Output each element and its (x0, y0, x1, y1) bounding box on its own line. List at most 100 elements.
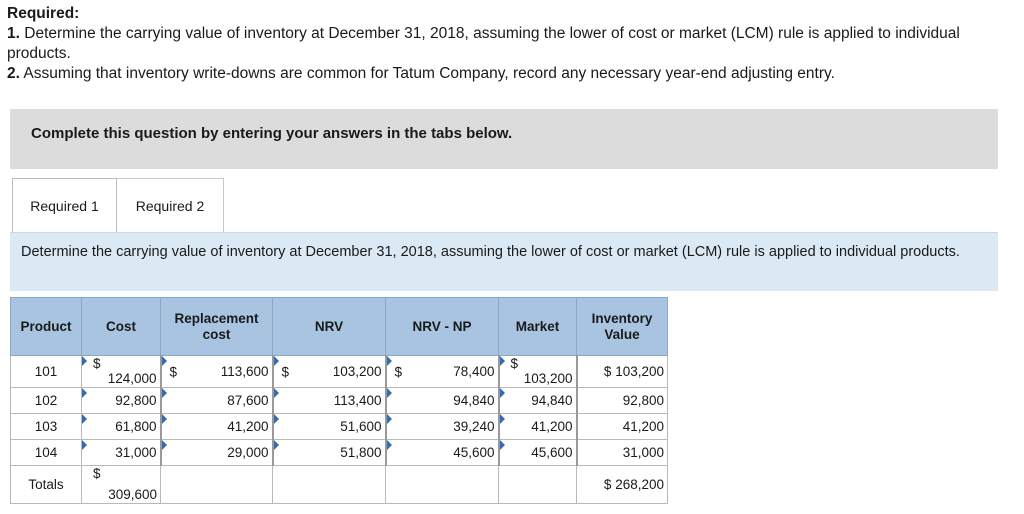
required-item-1: 1. Determine the carrying value of inven… (7, 25, 960, 62)
product-cell: 104 (10, 439, 82, 466)
cost-value: 92,800 (115, 393, 157, 408)
market-input[interactable]: $ 103,200 (498, 355, 578, 388)
currency-symbol: $ (93, 356, 101, 371)
nrv-np-input[interactable]: $ 78,400 (385, 355, 500, 388)
table-header-row: Product Cost Replacement cost NRV NRV - … (10, 297, 668, 356)
replacement-input[interactable]: 87,600 (160, 387, 274, 414)
currency-symbol: $ (394, 364, 403, 379)
product-cell: 101 (10, 355, 82, 388)
header-nrv: NRV (272, 297, 386, 356)
input-flag-icon (386, 356, 392, 366)
input-flag-icon (499, 414, 505, 424)
table-row: 101 $ 124,000 $ 113,600 $ 103,200 $ 78,4… (10, 355, 668, 388)
input-flag-icon (161, 414, 167, 424)
input-flag-icon (82, 440, 87, 450)
inventory-value: 103,200 (615, 364, 664, 379)
cost-input[interactable]: 92,800 (81, 387, 162, 414)
empty-cell (385, 465, 499, 504)
market-input[interactable]: 94,840 (498, 387, 578, 414)
nrv-input[interactable]: 51,600 (272, 413, 387, 440)
replacement-input[interactable]: 29,000 (160, 439, 274, 466)
input-flag-icon (273, 356, 279, 366)
cost-input[interactable]: 31,000 (81, 439, 162, 466)
nrv-np-value: 78,400 (453, 363, 495, 379)
empty-cell (160, 465, 273, 504)
market-input[interactable]: 45,600 (498, 439, 578, 466)
tab-required-2[interactable]: Required 2 (117, 178, 224, 232)
total-inventory-value: 268,200 (615, 477, 664, 492)
totals-row: Totals $ 309,600 $ 268,200 (10, 465, 668, 504)
header-replacement-cost: Replacement cost (160, 297, 273, 356)
replacement-value: 87,600 (227, 393, 269, 408)
currency-symbol: $ (169, 364, 178, 379)
header-product: Product (10, 297, 82, 356)
header-market: Market (498, 297, 577, 356)
nrv-input[interactable]: 51,800 (272, 439, 387, 466)
market-value: 103,200 (523, 371, 573, 386)
input-flag-icon (386, 388, 392, 398)
inventory-value-cell: 92,800 (576, 387, 668, 414)
instruction-banner: Complete this question by entering your … (10, 109, 998, 169)
cost-value: 31,000 (115, 445, 157, 460)
market-input[interactable]: 41,200 (498, 413, 578, 440)
table-row: 104 31,000 29,000 51,800 45,600 45,600 3… (10, 439, 668, 466)
nrv-input[interactable]: $ 103,200 (272, 355, 387, 388)
cost-value: 124,000 (107, 371, 157, 386)
input-flag-icon (273, 440, 279, 450)
input-flag-icon (499, 440, 505, 450)
input-flag-icon (161, 356, 167, 366)
replacement-value: 113,600 (220, 363, 269, 379)
product-cell: 103 (10, 413, 82, 440)
totals-label: Totals (10, 465, 82, 504)
currency-symbol: $ (603, 477, 612, 492)
currency-symbol: $ (281, 364, 290, 379)
currency-symbol: $ (93, 466, 101, 481)
nrv-np-input[interactable]: 94,840 (385, 387, 500, 414)
replacement-value: 29,000 (227, 445, 269, 460)
nrv-np-value: 45,600 (453, 445, 495, 460)
input-flag-icon (273, 388, 279, 398)
header-inventory-value: Inventory Value (576, 297, 668, 356)
input-flag-icon (499, 388, 505, 398)
inventory-value: 41,200 (622, 419, 664, 434)
tab-description: Determine the carrying value of inventor… (10, 232, 998, 291)
total-cost-value: 309,600 (108, 487, 157, 502)
inventory-table: Product Cost Replacement cost NRV NRV - … (10, 297, 668, 504)
input-flag-icon (386, 440, 392, 450)
cost-input[interactable]: 61,800 (81, 413, 162, 440)
nrv-value: 51,800 (340, 445, 382, 460)
nrv-value: 103,200 (332, 363, 382, 379)
input-flag-icon (161, 440, 167, 450)
required-heading: Required: (7, 5, 80, 22)
tab-required-1[interactable]: Required 1 (12, 178, 117, 232)
currency-symbol: $ (603, 364, 612, 379)
cost-input[interactable]: $ 124,000 (81, 355, 162, 388)
inventory-value-cell: 31,000 (576, 439, 668, 466)
required-item-2: 2. Assuming that inventory write-downs a… (7, 65, 835, 82)
header-nrv-np: NRV - NP (385, 297, 499, 356)
input-flag-icon (161, 388, 167, 398)
cost-value: 61,800 (115, 419, 157, 434)
replacement-input[interactable]: $ 113,600 (160, 355, 274, 388)
nrv-np-input[interactable]: 39,240 (385, 413, 500, 440)
header-cost: Cost (81, 297, 161, 356)
market-value: 94,840 (531, 393, 573, 408)
input-flag-icon (82, 388, 87, 398)
input-flag-icon (499, 356, 505, 366)
market-value: 41,200 (531, 419, 573, 434)
nrv-input[interactable]: 113,400 (272, 387, 387, 414)
currency-symbol: $ (510, 356, 519, 371)
nrv-value: 51,600 (340, 419, 382, 434)
inventory-value: 92,800 (622, 393, 664, 408)
replacement-input[interactable]: 41,200 (160, 413, 274, 440)
nrv-np-value: 94,840 (453, 393, 495, 408)
table-row: 103 61,800 41,200 51,600 39,240 41,200 4… (10, 413, 668, 440)
empty-cell (272, 465, 386, 504)
inventory-value-cell: 41,200 (576, 413, 668, 440)
market-value: 45,600 (531, 445, 573, 460)
banner-text: Complete this question by entering your … (31, 125, 513, 142)
empty-cell (498, 465, 577, 504)
input-flag-icon (82, 356, 87, 366)
nrv-np-input[interactable]: 45,600 (385, 439, 500, 466)
input-flag-icon (386, 414, 392, 424)
